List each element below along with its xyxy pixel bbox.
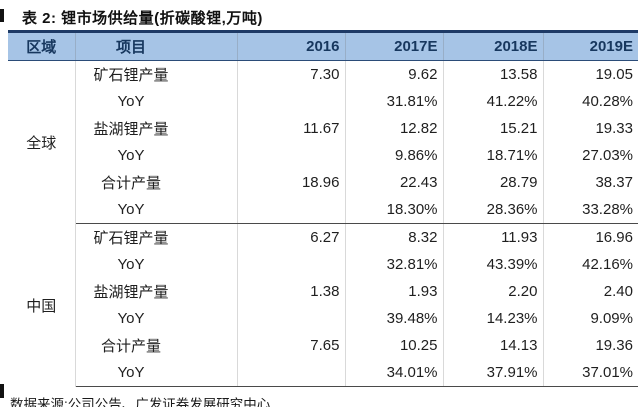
value-cell: 28.36% [443,196,544,224]
item-label: 矿石锂产量 [75,223,238,251]
value-cell: 2.40 [603,283,633,300]
lithium-supply-table: 区域 项目 2016 2017E 2018E 2019E 全球 矿石锂产量 7.… [8,30,638,387]
value-cell: 33.28% [543,196,638,224]
table-row: YoY 39.48% 14.23% 9.09% [8,305,638,332]
table-row: 合计产量 18.96 22.43 28.79 38.37 [8,169,638,196]
value-cell: 39.48% [345,305,444,332]
value-cell [237,142,346,169]
value-cell: 2.20 [443,278,544,305]
region-label-global: 全球 [8,60,76,224]
value-cell: 15.21 [443,115,544,142]
value-cell [237,196,346,224]
value-cell: 37.01% [543,359,638,387]
value-cell: 9.09% [590,310,633,327]
item-label: YoY [75,88,238,115]
value-cell: 18.96 [237,169,346,196]
value-cell: 19.05 [595,66,633,83]
value-cell: 32.81% [345,251,444,278]
value-cell: 38.37 [595,174,633,191]
value-cell [237,251,346,278]
value-cell: 41.22% [443,88,544,115]
table-row: YoY 34.01% 37.91% 37.01% [8,359,638,387]
header-row: 区域 项目 2016 2017E 2018E 2019E [8,30,638,61]
value-cell: 8.32 [345,223,444,251]
table-row: 盐湖锂产量 11.67 12.82 15.21 19.33 [8,115,638,142]
page-edge-mark-bottom [0,384,4,398]
item-label: YoY [75,251,238,278]
table-row: 全球 矿石锂产量 7.30 9.62 13.58 19.05 [8,60,638,224]
value-cell: 31.81% [345,88,444,115]
value-cell: 9.62 [345,60,444,88]
col-header-2017e: 2017E [345,30,444,61]
value-cell: 40.28% [582,93,633,110]
item-label: 合计产量 [75,332,238,359]
value-cell: 1.93 [345,278,444,305]
value-cell: 16.96 [595,229,633,246]
value-cell [237,359,346,387]
value-cell: 11.93 [443,223,544,251]
value-cell: 12.82 [345,115,444,142]
col-header-region: 区域 [8,30,76,61]
table-row: 盐湖锂产量 1.38 1.93 2.20 2.40 [8,278,638,305]
region-label-china: 中国 [8,223,76,387]
value-cell: 18.30% [345,196,444,224]
value-cell: 7.30 [237,60,346,88]
value-cell: 27.03% [582,147,633,164]
value-cell: 19.33 [595,120,633,137]
table-row: 合计产量 7.65 10.25 14.13 19.36 [8,332,638,359]
col-header-2019e: 2019E [543,30,638,61]
value-cell: 14.23% [443,305,544,332]
table-title: 表 2: 锂市场供给量(折碳酸锂,万吨) [22,10,263,27]
item-label: YoY [75,359,238,387]
item-label: 矿石锂产量 [75,60,238,88]
col-header-item: 项目 [75,30,238,61]
value-cell: 34.01% [345,359,444,387]
table-row: YoY 18.30% 28.36% 33.28% [8,196,638,224]
col-header-2016: 2016 [237,30,346,61]
value-cell: 42.16% [582,256,633,273]
value-cell: 10.25 [345,332,444,359]
value-cell: 37.91% [443,359,544,387]
value-cell: 14.13 [443,332,544,359]
item-label: 盐湖锂产量 [75,115,238,142]
value-cell: 7.65 [237,332,346,359]
page-edge-mark-top [0,9,4,22]
table-row: 中国 矿石锂产量 6.27 8.32 11.93 16.96 [8,223,638,387]
value-cell: 28.79 [443,169,544,196]
value-cell [237,305,346,332]
value-cell [237,88,346,115]
value-cell: 19.36 [595,337,633,354]
data-source-note: 数据来源:公司公告、广发证券发展研究中心 [10,397,271,407]
item-label: 合计产量 [75,169,238,196]
value-cell: 22.43 [345,169,444,196]
item-label: YoY [75,142,238,169]
value-cell: 13.58 [443,60,544,88]
value-cell: 1.38 [237,278,346,305]
value-cell: 9.86% [345,142,444,169]
item-label: YoY [75,305,238,332]
value-cell: 43.39% [443,251,544,278]
col-header-2018e: 2018E [443,30,544,61]
value-cell: 11.67 [237,115,346,142]
value-cell: 6.27 [237,223,346,251]
table-row: YoY 32.81% 43.39% 42.16% [8,251,638,278]
table-row: YoY 9.86% 18.71% 27.03% [8,142,638,169]
value-cell: 18.71% [443,142,544,169]
table-row: YoY 31.81% 41.22% 40.28% [8,88,638,115]
item-label: 盐湖锂产量 [75,278,238,305]
item-label: YoY [75,196,238,224]
